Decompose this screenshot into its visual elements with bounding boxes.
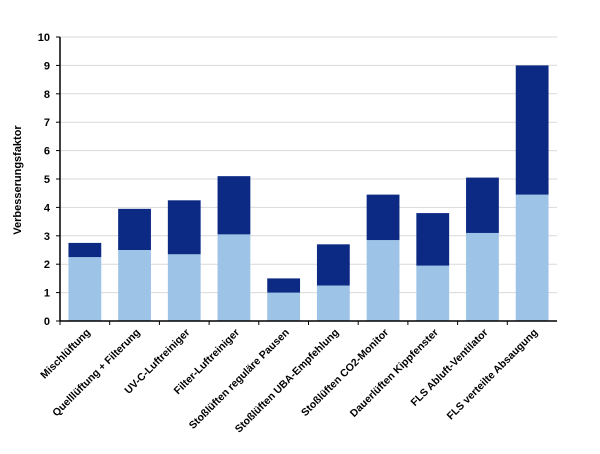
bar-segment-light [167, 254, 201, 321]
y-tick-label: 7 [44, 117, 50, 129]
x-category-label: Stoßlüften CO2-Monitor [299, 327, 391, 419]
bar-segment-light [466, 232, 499, 321]
y-tick-label: 8 [44, 89, 50, 101]
bar-segment-dark [416, 213, 450, 266]
bar-segment-dark [167, 200, 201, 255]
y-tick-label: 0 [44, 316, 50, 328]
y-tick-label: 10 [38, 32, 50, 44]
bar-segment-light [416, 265, 450, 321]
bar-segment-dark [267, 278, 301, 293]
bar-segment-dark [68, 242, 102, 258]
bar-segment-dark [366, 194, 400, 241]
y-tick-label: 1 [44, 288, 50, 300]
x-category-label: Mischlüftung [38, 327, 93, 382]
axes [59, 37, 557, 322]
x-category-label: Quelllüftung + Filterung [50, 327, 142, 419]
bar-segment-dark [316, 244, 350, 286]
y-tick-label: 9 [44, 60, 50, 72]
y-tick-label: 3 [44, 231, 50, 243]
bars [59, 65, 549, 325]
bar-segment-dark [217, 176, 251, 235]
bar-segment-light [515, 194, 549, 321]
bar-segment-dark [466, 177, 499, 233]
x-category-label: FLS verteilte Absaugung [445, 327, 541, 423]
y-tick-labels: 0 1 2 3 4 5 6 7 8 9 10 [38, 32, 51, 328]
y-tick-label: 2 [44, 259, 50, 271]
x-category-label: Dauerlüften Kippfenster [348, 327, 441, 420]
bar-segment-light [68, 257, 102, 321]
y-tick-label: 5 [44, 174, 50, 186]
bar-segment-light [366, 240, 400, 321]
bar-segment-dark [515, 65, 549, 195]
y-tick-label: 6 [44, 146, 50, 158]
bar-segment-light [118, 250, 151, 321]
y-axis-title: Verbesserungsfaktor [12, 125, 24, 235]
bar-segment-light [217, 234, 251, 321]
bar-segment-dark [118, 208, 151, 250]
bar-segment-light [316, 285, 350, 321]
y-tick-label: 4 [44, 202, 51, 214]
bar-segment-light [267, 292, 301, 321]
x-category-label: Stoßlüften UBA-Empfehlung [233, 327, 342, 436]
x-category-label: Stoßlüften reguläre Pausen [187, 327, 292, 432]
